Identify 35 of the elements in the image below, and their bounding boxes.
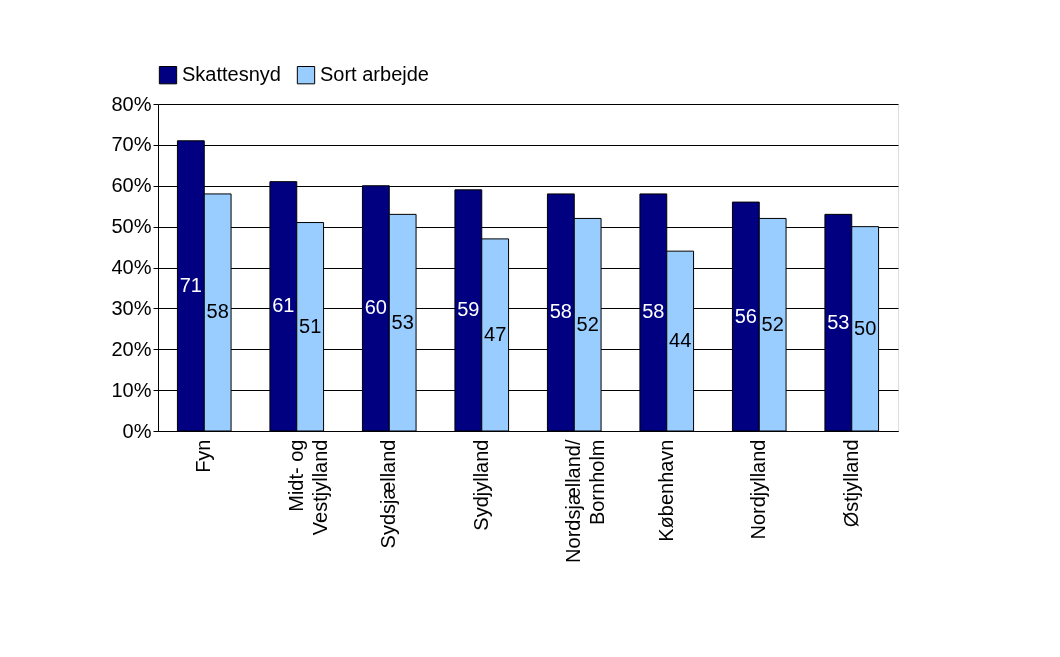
data-label: 51 <box>299 314 322 337</box>
data-label: 59 <box>457 298 480 321</box>
data-label: 44 <box>669 329 692 352</box>
data-label: 53 <box>827 310 850 333</box>
data-label: 60 <box>364 296 387 319</box>
data-label: 47 <box>484 322 507 345</box>
data-label: 58 <box>642 300 665 323</box>
x-tick-label: Sydsjælland <box>377 439 400 549</box>
data-label: 53 <box>391 310 414 333</box>
y-tick-label: 60% <box>111 174 152 197</box>
x-tick-label: Østjylland <box>839 439 862 528</box>
y-tick-label: 10% <box>111 378 152 401</box>
x-tick-label: Nordjylland <box>747 439 770 540</box>
data-label: 50 <box>854 316 877 339</box>
x-tick-label: Fyn <box>192 439 215 473</box>
data-label: 58 <box>206 300 229 323</box>
x-tick-label: Nordsjælland/ Bornholm <box>562 439 609 563</box>
data-label: 52 <box>761 312 784 335</box>
data-label: 56 <box>734 304 757 327</box>
y-tick-label: 40% <box>111 256 152 278</box>
data-label: 61 <box>272 294 295 317</box>
data-label: 71 <box>179 273 202 296</box>
y-tick-label: 50% <box>111 215 152 238</box>
y-tick-label: 20% <box>111 337 152 360</box>
x-tick-label: København <box>654 439 677 542</box>
data-label: 58 <box>549 300 572 323</box>
x-tick-label: Sydjylland <box>469 439 492 531</box>
y-tick-label: 30% <box>111 296 152 319</box>
y-tick-label: 70% <box>111 133 152 156</box>
y-tick-label: 80% <box>111 92 152 115</box>
y-tick-label: 0% <box>122 419 152 442</box>
x-tick-label: Midt- og Vestjylland <box>284 439 331 536</box>
data-label: 52 <box>576 312 599 335</box>
legend-label: Skattesnyd <box>182 63 281 86</box>
legend-label: Sort arbejde <box>320 63 429 86</box>
